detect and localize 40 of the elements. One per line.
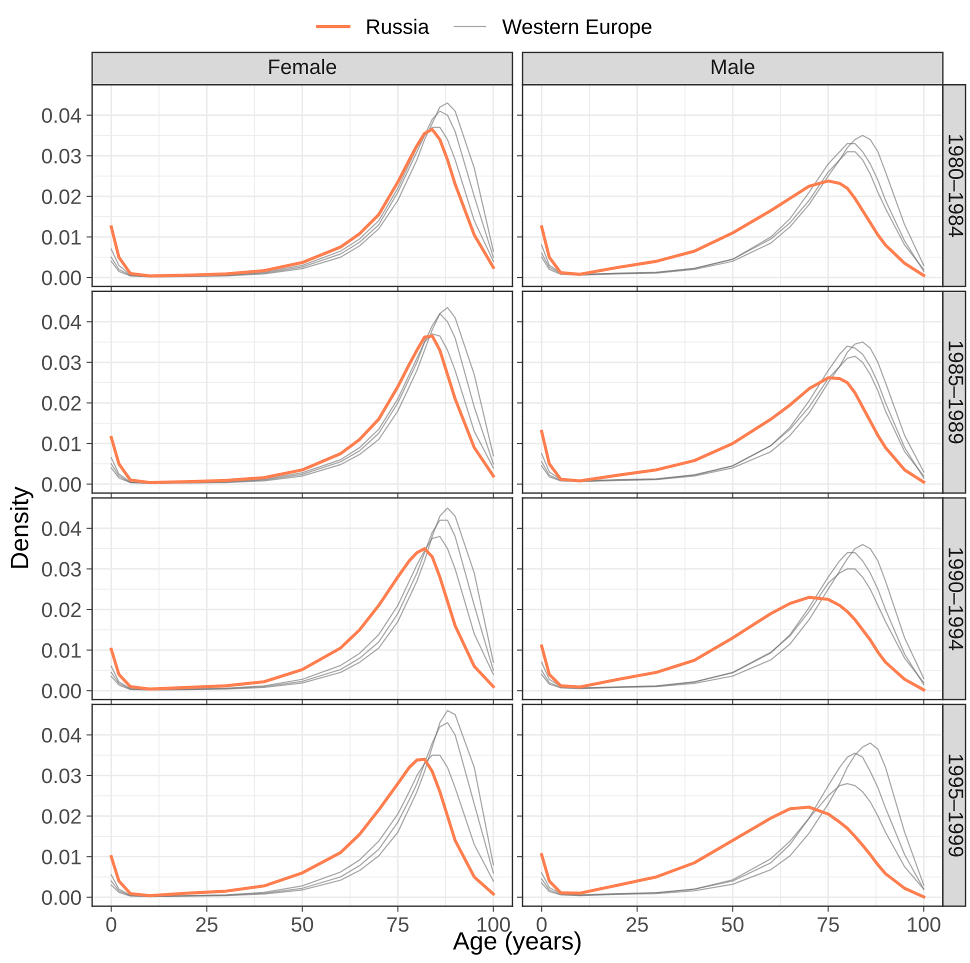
y-tick-label: 0.04 [42,521,82,536]
y-tick-label: 0.00 [42,270,81,286]
y2-axis-title: 1980–1984 [948,135,964,238]
y-tick-label: 0.03 [42,562,81,577]
y-tick-label: 0.03 [42,355,81,370]
x-tick-label: 100 [478,917,510,932]
y-tick-label: 0.01 [42,643,81,658]
y2-axis-title: 1985–1989 [948,342,964,444]
x-tick-label: 100 [908,917,940,932]
x-tick-label: 75 [387,917,409,932]
x-axis-title: Age (years) [452,931,581,955]
y-tick-label: 0.00 [42,477,81,492]
y-tick-label: 0.00 [42,684,81,698]
x-tick-label: 50 [292,917,314,932]
y-axis-title: Density [10,486,34,568]
x-tick-label: 75 [818,917,839,932]
x-tick-label: 25 [626,917,648,932]
y-tick-label: 0.04 [42,108,82,123]
x-tick-label: 50 [722,917,744,932]
legend-label: Western Europe [502,20,652,38]
y-tick-label: 0.03 [42,148,81,164]
y-tick-label: 0.02 [42,602,81,618]
y-tick-label: 0.01 [42,436,81,452]
chart-title: Female [269,58,336,74]
y-tick-label: 0.02 [42,809,81,824]
y-tick-label: 0.02 [42,189,81,204]
y-tick-label: 0.04 [42,314,82,330]
x-tick-label: 0 [536,917,547,932]
x-tick-label: 0 [106,917,116,932]
y-tick-label: 0.00 [42,890,81,906]
x-tick-label: 25 [196,917,218,932]
y-tick-label: 0.02 [42,396,81,411]
y2-axis-title: 1990–1994 [948,548,964,650]
y-tick-label: 0.03 [42,768,81,784]
y2-axis-title: 1995–1999 [948,754,964,856]
legend-label: Russia [367,18,430,34]
y-tick-label: 0.01 [42,850,81,864]
y-tick-label: 0.04 [42,728,82,743]
chart-title: Male [712,58,754,74]
y-tick-label: 0.01 [42,230,81,245]
